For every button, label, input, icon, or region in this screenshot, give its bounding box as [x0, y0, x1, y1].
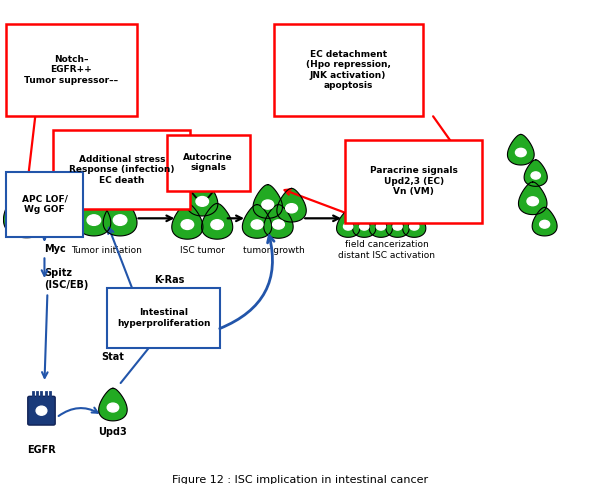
FancyBboxPatch shape: [53, 130, 191, 209]
FancyArrowPatch shape: [220, 236, 274, 329]
Circle shape: [352, 204, 362, 212]
Polygon shape: [172, 203, 203, 239]
Text: Upd3: Upd3: [99, 427, 127, 437]
Text: Stat: Stat: [102, 352, 124, 362]
Polygon shape: [264, 205, 293, 238]
Circle shape: [251, 220, 263, 229]
Polygon shape: [403, 211, 426, 237]
Polygon shape: [397, 192, 420, 219]
Polygon shape: [277, 188, 307, 222]
Polygon shape: [99, 388, 127, 421]
FancyBboxPatch shape: [6, 24, 137, 116]
Text: Tumor initiation: Tumor initiation: [72, 246, 142, 255]
Polygon shape: [103, 197, 137, 236]
Text: EC detachment
(Hpo repression,
JNK activation)
apoptosis: EC detachment (Hpo repression, JNK activ…: [306, 50, 391, 90]
Text: Figure 12 : ISC implication in intestinal cancer: Figure 12 : ISC implication in intestina…: [172, 475, 429, 484]
Polygon shape: [507, 135, 534, 165]
Text: ISC division: ISC division: [41, 177, 93, 185]
Polygon shape: [519, 182, 547, 214]
Polygon shape: [524, 160, 548, 186]
FancyBboxPatch shape: [6, 172, 83, 237]
Text: tumor growth: tumor growth: [243, 246, 305, 255]
Circle shape: [359, 223, 369, 230]
Text: Myc: Myc: [44, 244, 66, 254]
Circle shape: [181, 220, 194, 229]
Circle shape: [380, 187, 388, 194]
Polygon shape: [187, 181, 218, 216]
Circle shape: [531, 172, 540, 179]
Circle shape: [114, 215, 127, 226]
Circle shape: [370, 204, 380, 212]
Circle shape: [376, 223, 385, 230]
Circle shape: [107, 403, 118, 412]
Text: Additional stress
Response (infection)
EC death: Additional stress Response (infection) E…: [69, 155, 175, 184]
Circle shape: [17, 209, 36, 223]
FancyBboxPatch shape: [345, 139, 482, 223]
Circle shape: [262, 200, 273, 209]
Circle shape: [196, 197, 209, 206]
Circle shape: [404, 204, 413, 212]
Circle shape: [273, 220, 284, 229]
Circle shape: [362, 187, 370, 194]
Circle shape: [393, 223, 402, 230]
FancyBboxPatch shape: [107, 288, 220, 348]
Circle shape: [87, 215, 101, 226]
Polygon shape: [364, 192, 386, 219]
FancyBboxPatch shape: [166, 135, 250, 191]
Polygon shape: [4, 185, 50, 238]
Polygon shape: [532, 207, 557, 236]
Text: Paracrine signals
Upd2,3 (EC)
Vn (VM): Paracrine signals Upd2,3 (EC) Vn (VM): [370, 166, 457, 196]
Polygon shape: [373, 176, 394, 201]
Circle shape: [211, 220, 224, 229]
Circle shape: [285, 204, 297, 213]
Circle shape: [540, 220, 550, 228]
FancyBboxPatch shape: [273, 24, 423, 116]
Polygon shape: [337, 211, 360, 237]
Circle shape: [387, 204, 396, 212]
Polygon shape: [355, 176, 377, 201]
Text: APC LOF/
Wg GOF: APC LOF/ Wg GOF: [22, 195, 67, 214]
Polygon shape: [253, 185, 282, 218]
Circle shape: [516, 148, 526, 157]
Polygon shape: [242, 205, 272, 238]
Text: field cancerization
distant ISC activation: field cancerization distant ISC activati…: [338, 241, 435, 260]
Text: EGFR: EGFR: [27, 445, 56, 455]
Polygon shape: [369, 211, 392, 237]
Text: K-Ras: K-Ras: [154, 275, 185, 285]
Polygon shape: [391, 176, 412, 201]
Text: Spitz
(ISC/EB): Spitz (ISC/EB): [44, 268, 89, 290]
Text: Notch–
EGFR++
Tumor supressor––: Notch– EGFR++ Tumor supressor––: [24, 55, 118, 85]
Text: Intestinal
hyperproliferation: Intestinal hyperproliferation: [117, 308, 210, 328]
Ellipse shape: [36, 406, 47, 415]
Circle shape: [397, 187, 406, 194]
Circle shape: [410, 223, 419, 230]
Text: ISC tumor: ISC tumor: [180, 246, 225, 255]
Polygon shape: [346, 192, 368, 219]
Polygon shape: [380, 192, 403, 219]
Circle shape: [527, 197, 538, 206]
Polygon shape: [386, 211, 409, 237]
Polygon shape: [201, 203, 233, 239]
Polygon shape: [353, 211, 376, 237]
Text: Autocrine
signals: Autocrine signals: [183, 153, 233, 172]
Polygon shape: [77, 197, 111, 236]
FancyBboxPatch shape: [28, 396, 55, 425]
Circle shape: [344, 223, 353, 230]
